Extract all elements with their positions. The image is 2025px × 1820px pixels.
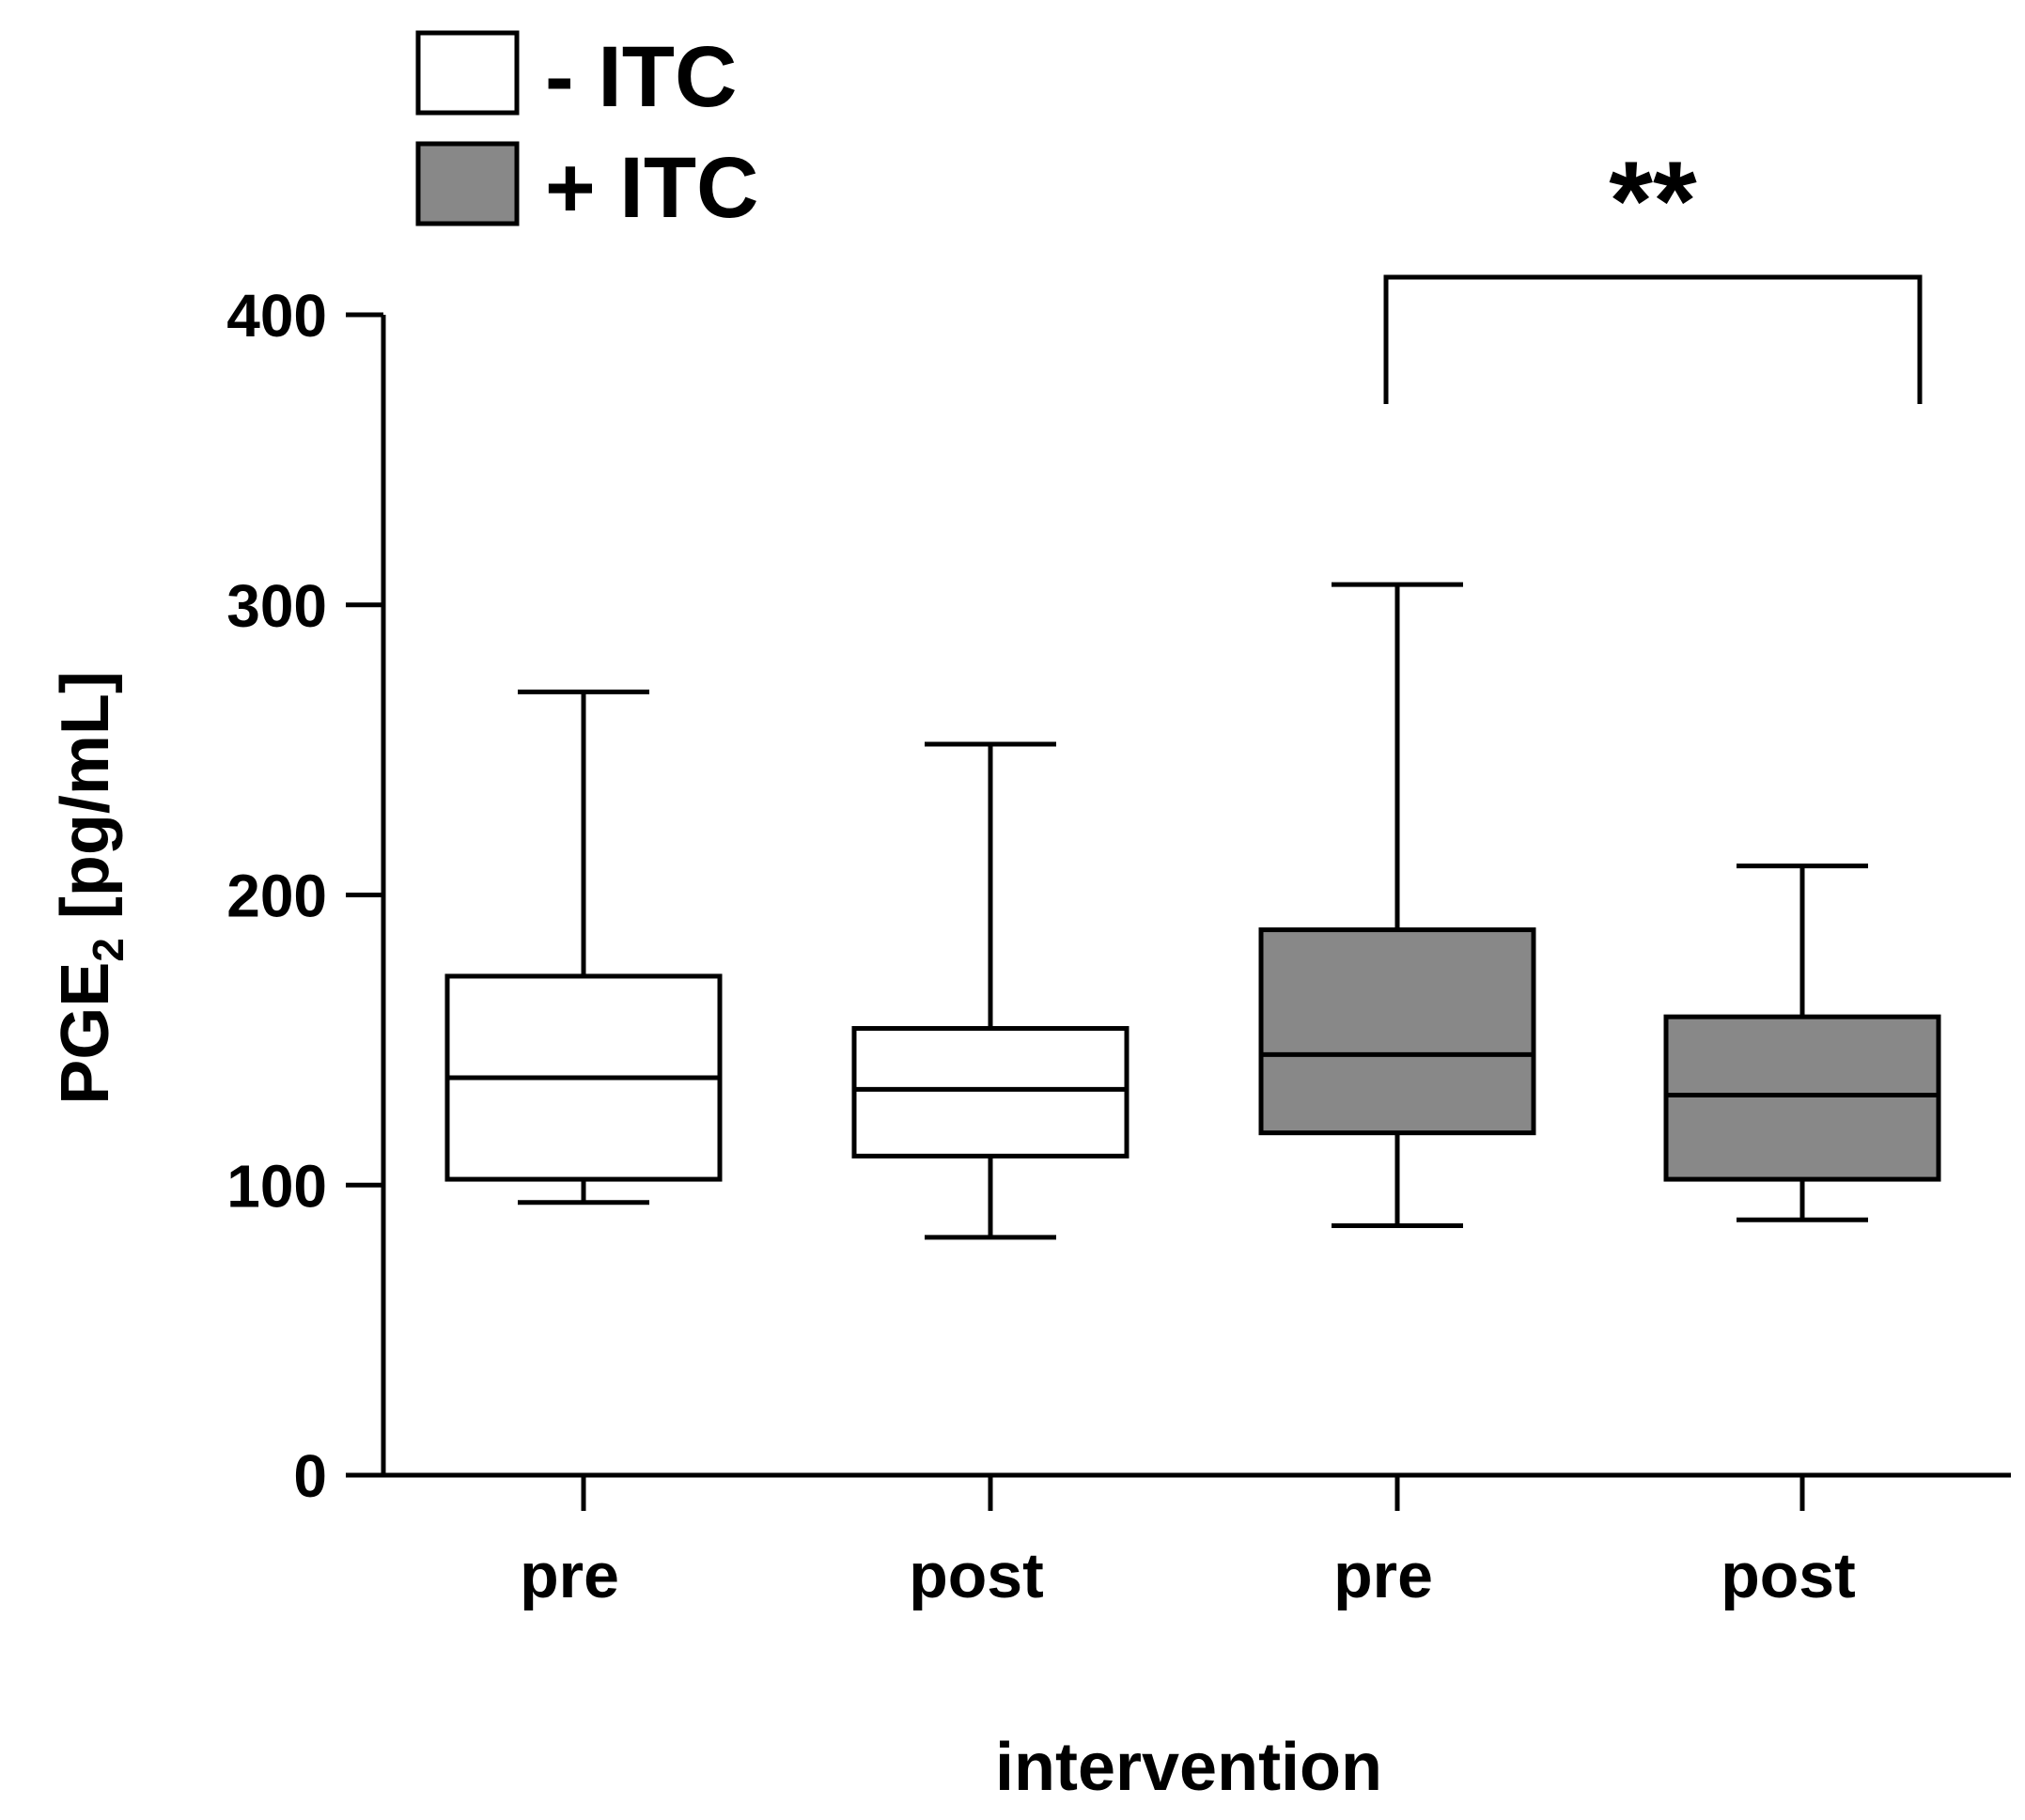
- box-iqr: [1663, 1014, 1941, 1182]
- legend-swatch: [415, 141, 520, 226]
- y-tick-label: 300: [226, 572, 327, 640]
- y-axis-title-subscript: 2: [84, 938, 132, 962]
- significance-label: **: [1609, 138, 1697, 264]
- x-tick-label: pre: [520, 1540, 619, 1611]
- y-tick-label: 100: [226, 1152, 327, 1220]
- box-series: [444, 582, 1941, 1240]
- y-tick-label: 400: [226, 282, 327, 350]
- y-axis-title-main: PGE: [48, 962, 123, 1105]
- x-axis-title: intervention: [995, 1730, 1382, 1805]
- legend: - ITC + ITC: [415, 29, 758, 236]
- y-tick-label: 200: [226, 863, 327, 930]
- significance-annotations: **: [1383, 138, 1923, 404]
- y-axis-title: PGE2 [pg/mL]: [48, 671, 132, 1105]
- box-1: [444, 689, 723, 1206]
- x-tick-label: post: [909, 1540, 1044, 1611]
- legend-item: + ITC: [415, 140, 758, 236]
- box-4: [1663, 863, 1941, 1222]
- x-tick-label: post: [1721, 1540, 1856, 1611]
- x-axis: pre post pre post: [383, 1472, 2011, 1611]
- y-axis-title-unit: [pg/mL]: [48, 671, 123, 938]
- legend-label: + ITC: [545, 140, 758, 236]
- box-iqr: [1258, 927, 1536, 1136]
- box-2: [851, 741, 1129, 1240]
- box-3: [1258, 582, 1536, 1228]
- y-tick-label: 0: [293, 1442, 327, 1510]
- box-iqr: [851, 1026, 1129, 1159]
- legend-swatch: [415, 30, 520, 116]
- significance-bracket: [1383, 274, 1923, 404]
- y-axis: 0 100 200 300 400: [226, 282, 386, 1510]
- legend-item: - ITC: [415, 29, 737, 125]
- x-tick-label: pre: [1333, 1540, 1433, 1611]
- legend-label: - ITC: [545, 29, 737, 125]
